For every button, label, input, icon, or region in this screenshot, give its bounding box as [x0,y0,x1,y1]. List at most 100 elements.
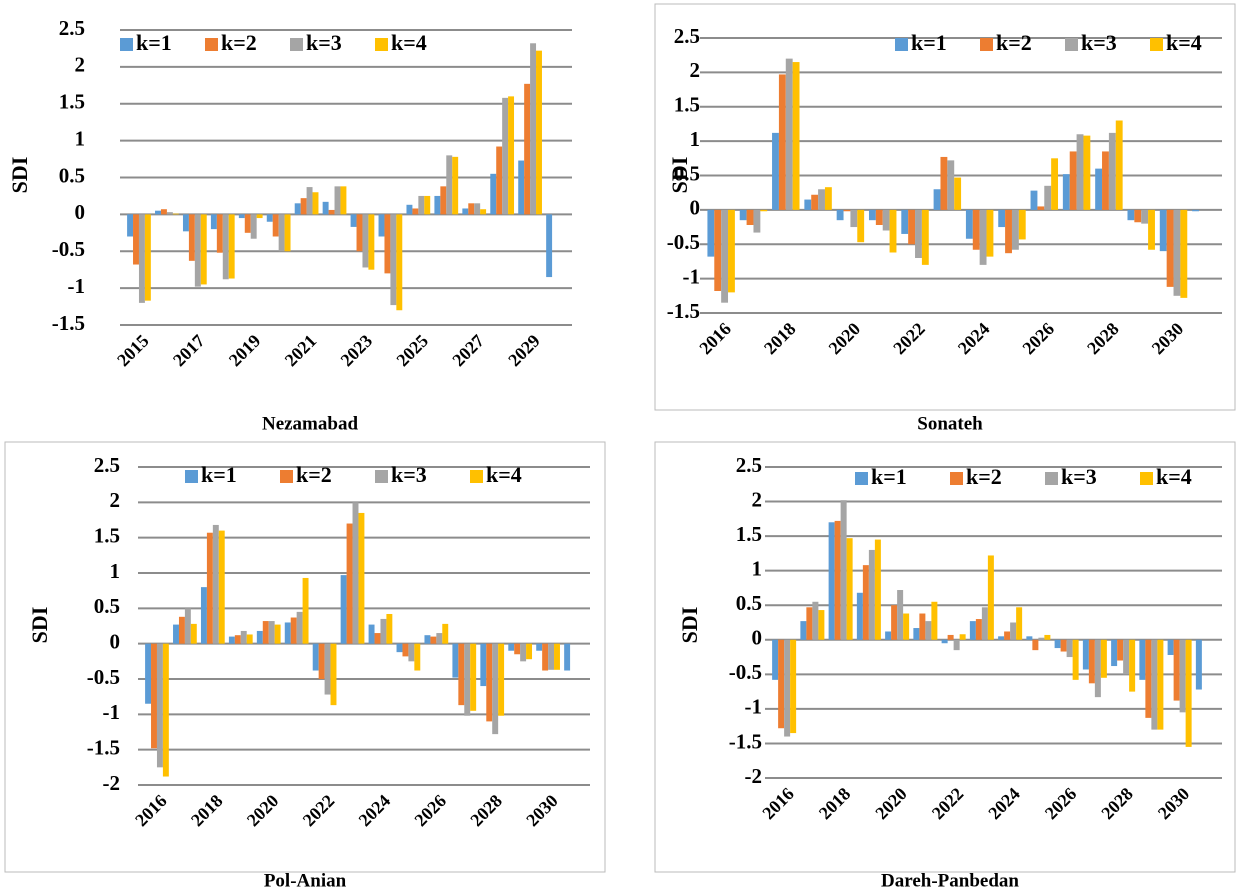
y-tick-label: 1.5 [59,90,85,114]
bar [228,636,235,644]
bar [188,214,195,261]
legend-label: k=1 [871,464,907,489]
bar [714,209,722,291]
bar [396,643,403,653]
x-tick-label: 2026 [1018,319,1058,359]
bar [746,209,754,225]
bar [520,643,527,662]
bar [1072,639,1079,680]
bar [1173,209,1181,296]
bar [498,643,505,716]
bar [785,58,793,210]
bar [784,639,791,737]
bar [424,635,431,644]
x-tick-label: 2020 [871,784,911,824]
bar [458,643,465,706]
x-tick-label: 2030 [522,791,562,831]
bar [804,199,812,210]
legend-label: k=2 [966,464,1002,489]
x-tick-label: 2028 [466,791,506,831]
y-axis-title: SDI [27,607,52,644]
y-tick-label: 0.5 [674,161,700,185]
bar [1166,209,1174,287]
bar [144,214,151,301]
bar [352,502,359,644]
bar [266,214,273,222]
bar [913,628,920,640]
bar [1148,209,1155,250]
bar [402,643,409,657]
bar [1108,132,1116,210]
x-tick-label: 2018 [760,319,800,359]
x-tick-label: 2027 [448,331,488,371]
y-tick-label: 1.5 [94,523,120,547]
bar [330,643,337,706]
bar [452,156,459,215]
bar [828,522,835,640]
x-tick-label: 2028 [1083,319,1123,359]
bar [824,187,832,210]
bar [954,177,962,210]
bar [408,643,415,662]
bar [424,195,431,215]
bar [452,643,459,678]
bar [340,186,347,215]
legend-swatch [1140,472,1153,485]
x-tick-label: 2016 [695,319,735,359]
bar [396,214,403,311]
bar [486,643,493,722]
bar [806,607,813,640]
bar [356,214,363,252]
bar [151,643,157,749]
x-tick-label: 2017 [169,331,209,371]
bar [940,156,948,210]
bar [885,631,892,640]
chart: SDI Pol-Anian -2 -1.5 -1 -0.5 0 0.5 1 1.5 2 2.5 2016… [27,453,590,891]
bar [244,214,251,233]
bar [368,624,375,644]
bar [306,187,313,215]
bar [172,213,179,215]
legend-label: k=3 [391,462,427,487]
bar [1173,639,1180,701]
bar [256,630,263,644]
bar [1100,639,1107,678]
y-tick-label: -1.5 [52,311,85,335]
x-tick-label: 2015 [113,331,153,371]
bar [548,643,555,670]
bar [480,209,487,215]
x-tick-label: 2024 [954,319,994,359]
legend-swatch [950,472,963,485]
y-axis-title: SDI [667,157,692,194]
y-tick-label: 2.5 [59,16,85,40]
bar [440,186,447,215]
bar [1051,158,1059,210]
bar [442,623,449,644]
bar [986,209,994,257]
y-tick-label: -1.5 [667,299,700,323]
chart-title: Nezamabad [262,413,358,434]
bar [182,214,189,232]
bar [502,97,509,215]
y-tick-label: -1 [68,274,86,298]
bar [190,623,197,644]
x-tick-label: 2020 [825,319,865,359]
bar [834,520,841,640]
bar [312,643,319,671]
bar [818,610,825,640]
bar [739,209,747,221]
bar [380,618,387,644]
bar [1095,168,1103,210]
bar [480,643,487,687]
legend-swatch [205,38,218,51]
chart: SDI Nezamabad -1.5 -1 -0.5 0 0.5 1 1.5 2 2.5 2015 20… [7,16,572,434]
bar [300,198,307,215]
bar [846,538,853,640]
y-tick-label: 0 [110,629,121,653]
y-tick-label: -1 [683,264,701,288]
bar [1088,639,1095,684]
legend-label: k=4 [391,30,427,55]
y-tick-label: -1 [745,695,763,719]
bar [284,622,291,644]
bar [272,214,279,237]
